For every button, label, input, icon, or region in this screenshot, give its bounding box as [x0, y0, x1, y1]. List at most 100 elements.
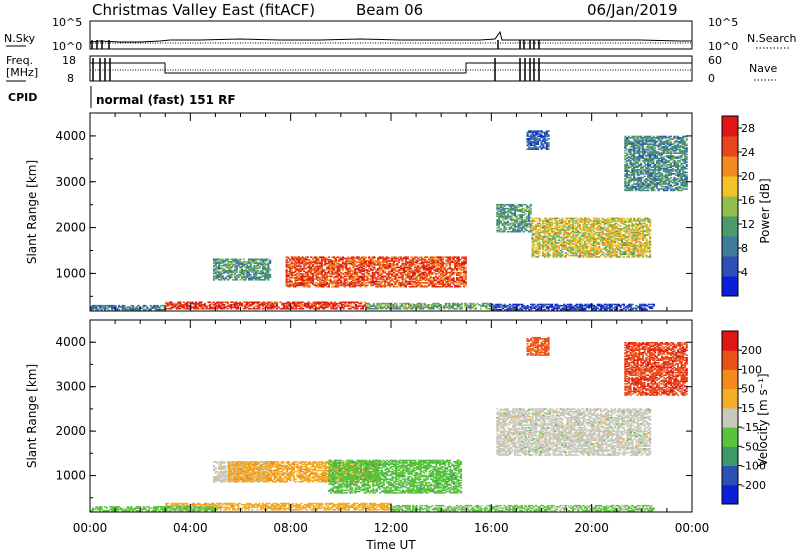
power-cell — [614, 308, 617, 311]
power-cell — [568, 225, 571, 227]
power-cell — [340, 275, 343, 278]
power-cell — [303, 270, 306, 273]
power-cell — [515, 205, 518, 207]
power-cell — [321, 301, 324, 304]
power-cell — [501, 230, 504, 233]
power-cell — [270, 301, 273, 304]
power-cell — [322, 274, 325, 276]
power-cell — [225, 270, 228, 272]
power-cell — [351, 306, 354, 309]
power-cell — [587, 306, 590, 308]
power-cell — [263, 258, 266, 261]
power-cell — [640, 222, 643, 225]
power-cell — [246, 266, 249, 268]
power-cell — [592, 217, 595, 220]
power-cell — [557, 222, 560, 225]
power-cell — [537, 303, 540, 306]
power-cell — [331, 265, 334, 267]
power-cell — [324, 276, 327, 279]
power-cell — [368, 256, 371, 258]
power-cell — [230, 261, 233, 263]
power-cell — [568, 307, 571, 310]
power-cell — [98, 306, 101, 308]
power-cell — [189, 307, 192, 310]
power-cell — [357, 258, 360, 261]
power-cell — [209, 301, 212, 304]
power-cell — [401, 262, 404, 265]
power-cell — [260, 262, 263, 264]
power-cell — [235, 307, 238, 310]
power-cell — [355, 284, 358, 287]
power-cell — [343, 283, 346, 285]
power-cell — [513, 227, 516, 229]
power-cell — [621, 217, 624, 220]
power-cell — [615, 220, 618, 222]
power-cell — [285, 258, 288, 261]
power-cell — [326, 271, 329, 274]
power-cell — [301, 269, 304, 271]
power-cell — [549, 247, 552, 249]
power-cell — [457, 280, 460, 283]
power-cell — [314, 305, 317, 307]
power-cell — [369, 304, 372, 306]
power-cell — [255, 268, 258, 271]
power-cell — [561, 253, 564, 256]
power-cell — [260, 259, 263, 262]
power-cell — [267, 268, 270, 271]
power-cell — [330, 306, 333, 309]
power-cell — [485, 305, 488, 307]
power-cell — [319, 280, 322, 283]
power-cell — [308, 265, 311, 267]
power-cell — [221, 277, 224, 280]
power-cell — [457, 257, 460, 260]
power-cell — [315, 269, 318, 271]
power-cell — [361, 262, 364, 265]
power-cell — [338, 274, 341, 276]
power-cell — [203, 302, 206, 305]
power-cell — [514, 306, 517, 308]
power-cell — [297, 279, 300, 282]
power-cell — [168, 307, 171, 310]
power-cell — [260, 258, 263, 261]
power-cell — [338, 267, 341, 270]
power-cell — [419, 283, 422, 285]
power-cell — [556, 220, 559, 222]
power-cell — [415, 282, 418, 284]
power-cell — [394, 266, 397, 269]
power-cell — [270, 307, 273, 310]
power-cell — [118, 304, 121, 307]
nave-tick-bottom: 0 — [708, 72, 715, 85]
power-cell — [531, 304, 534, 307]
power-cell — [181, 306, 184, 309]
power-cell — [436, 261, 439, 264]
power-cell — [589, 306, 592, 308]
power-cell — [303, 258, 306, 261]
power-cell — [408, 273, 411, 275]
power-cell — [505, 218, 508, 220]
power-cell — [512, 214, 515, 216]
power-cell — [221, 262, 224, 264]
power-cell — [605, 304, 608, 307]
power-cell — [496, 224, 499, 227]
power-cell — [102, 304, 105, 307]
power-cell — [234, 258, 237, 261]
power-cell — [338, 262, 341, 265]
power-cell — [417, 267, 420, 270]
power-cell — [361, 307, 364, 310]
power-cell — [267, 276, 270, 278]
power-cell — [367, 302, 370, 305]
power-cell — [116, 307, 119, 310]
power-cell — [531, 240, 534, 243]
power-cell — [354, 260, 357, 262]
power-cell — [410, 278, 413, 280]
power-cell — [244, 272, 247, 275]
power-cell — [385, 302, 388, 305]
power-cell — [459, 273, 462, 275]
power-cell — [417, 266, 420, 269]
power-cell — [237, 273, 240, 276]
power-cell — [580, 254, 583, 257]
power-cell — [626, 304, 629, 307]
power-cell — [612, 303, 615, 306]
power-cell — [448, 271, 451, 274]
power-cell — [371, 282, 374, 284]
